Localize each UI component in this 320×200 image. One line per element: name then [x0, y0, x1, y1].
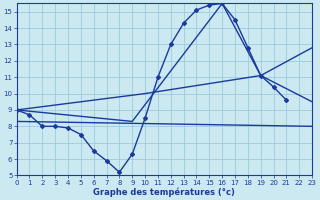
X-axis label: Graphe des températures (°c): Graphe des températures (°c): [93, 187, 235, 197]
